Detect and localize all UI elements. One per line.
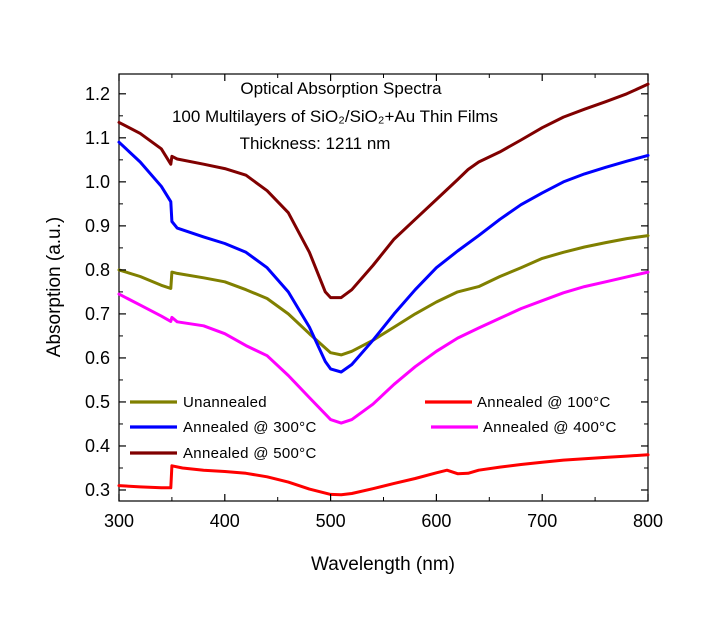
x-tick-label: 800	[633, 511, 663, 531]
y-tick-label: 0.5	[85, 392, 110, 412]
x-tick-label: 500	[316, 511, 346, 531]
x-tick-label: 600	[421, 511, 451, 531]
series-line-3	[117, 270, 650, 425]
y-tick-label: 1.2	[85, 84, 110, 104]
chart-title-line-2: 100 Multilayers of SiO₂/SiO₂+Au Thin Fil…	[172, 107, 498, 126]
y-tick-label: 0.9	[85, 216, 110, 236]
y-tick-label: 1.1	[85, 128, 110, 148]
y-tick-label: 0.4	[85, 436, 110, 456]
legend-label-4: Annealed @ 500°C	[183, 445, 317, 462]
y-tick-label: 0.6	[85, 348, 110, 368]
legend: Unannealed Annealed @ 100°C Annealed @ 300…	[130, 394, 617, 462]
y-tick-label: 1.0	[85, 172, 110, 192]
tick-labels-layer: 300 400 500 600 700 800 0.3 0.4 0.5 0.6 0.7 0.8 0.9 1…	[85, 84, 663, 531]
x-axis-title: Wavelength (nm)	[311, 554, 455, 575]
series-line-4	[117, 82, 650, 300]
series-line-2	[117, 140, 650, 374]
series-line-0	[117, 234, 650, 357]
legend-label-3: Annealed @ 400°C	[483, 419, 617, 436]
series-line-1	[117, 453, 650, 497]
x-tick-label: 300	[104, 511, 134, 531]
y-tick-label: 0.8	[85, 260, 110, 280]
y-axis-title: Absorption (a.u.)	[44, 217, 65, 357]
ticks-layer	[118, 74, 649, 501]
series-layer	[117, 82, 650, 497]
chart-title-line-1: Optical Absorption Spectra	[240, 79, 442, 98]
legend-label-2: Annealed @ 300°C	[183, 419, 317, 436]
x-tick-label: 400	[210, 511, 240, 531]
y-tick-label: 0.3	[85, 480, 110, 500]
legend-label-0: Unannealed	[183, 394, 267, 411]
x-tick-label: 700	[527, 511, 557, 531]
y-tick-label: 0.7	[85, 304, 110, 324]
chart-title-line-3: Thickness: 1211 nm	[240, 134, 391, 153]
legend-label-1: Annealed @ 100°C	[477, 394, 611, 411]
